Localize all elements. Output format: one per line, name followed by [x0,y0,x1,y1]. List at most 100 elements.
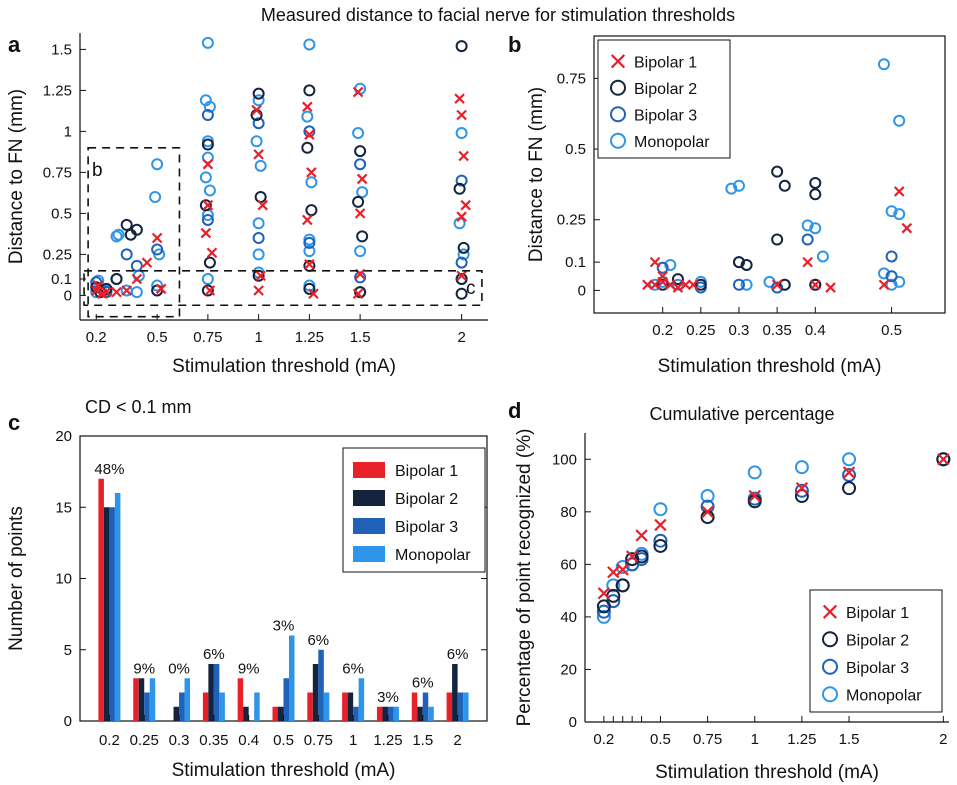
point-bipolar-1 [206,247,218,259]
point-bipolar-1 [687,279,699,291]
bar-bipolar-2 [452,664,458,721]
bar-monopolar [219,692,225,721]
inset-c-label: c [466,278,476,299]
point-bipolar-2 [936,452,951,467]
point-bipolar-3 [201,109,214,121]
point-bipolar-2 [130,223,143,236]
point-monopolar [352,127,365,140]
x-tick-label: 0.35 [199,732,228,749]
bar-bipolar-3 [109,507,115,721]
point-bipolar-1 [701,505,714,518]
point-monopolar [606,578,621,593]
bar-annotation: 3% [273,618,295,635]
point-bipolar-3 [885,270,898,283]
point-bipolar-2 [732,256,745,269]
point-bipolar-2 [778,278,791,291]
point-bipolar-2 [625,552,640,567]
panel-c-bar-chart: 0 5 10 15 20 48% 0.2 9% 0.25 0% 0.3 6% 0.35 9% 0.4 3% 0.… [6,428,488,781]
x-tick-label: 0.2 [652,322,673,339]
point-monopolar [252,248,265,261]
bar-monopolar [114,493,121,721]
legend-label-bipolar-3: Bipolar 3 [846,660,909,677]
point-bipolar-1 [200,227,212,239]
bar-monopolar [149,678,156,721]
point-bipolar-3 [354,158,367,171]
point-monopolar [201,36,214,49]
point-bipolar-2 [455,273,468,285]
bar-monopolar [323,692,330,721]
point-bipolar-1 [202,158,214,170]
point-bipolar-1 [251,104,262,116]
point-bipolar-1 [649,279,661,291]
figure-title: Measured distance to facial nerve for st… [261,5,735,25]
y-axis-label: Distance to FN (mm) [6,89,27,264]
legend-marker-bipolar-3 [610,106,626,123]
point-monopolar [250,135,263,148]
bar-bipolar-1 [376,706,383,721]
bar-bipolar-3 [353,706,359,721]
x-tick-label: 2 [457,329,465,346]
point-monopolar [203,184,216,197]
bar-annotation: 9% [238,660,260,677]
point-bipolar-2 [842,481,857,496]
point-bipolar-1 [456,109,467,121]
point-bipolar-1 [657,270,668,282]
bar-annotation: 9% [133,660,155,677]
point-monopolar [151,158,164,171]
point-bipolar-1 [131,273,143,285]
point-monopolar [596,609,611,624]
bar-bipolar-1 [98,478,104,721]
point-bipolar-2 [615,578,630,593]
legend-label-bipolar-2: Bipolar 2 [634,81,697,98]
y-tick-label: 1.25 [43,82,72,99]
panel-a-scatter: 0.2 0.5 0.75 1 1.25 1.5 2 00.1 0.25 0.5 0.75 1 1.25 1… [6,33,488,377]
x-tick-label: 0.35 [763,322,792,339]
point-bipolar-1 [642,279,653,291]
bar-annotation: 0% [168,660,190,677]
bar-bipolar-2 [278,706,284,721]
point-bipolar-2 [352,195,365,208]
x-tick-label: 0.75 [693,731,722,748]
y-tick-label: 0.1 [51,271,72,288]
y-tick-label: 0 [578,282,586,299]
point-bipolar-1 [302,101,313,113]
y-tick-label: 60 [560,556,577,573]
bar-monopolar [428,706,434,721]
panel-d-title: Cumulative percentage [649,404,834,424]
bar-bipolar-2 [347,692,354,721]
point-bipolar-2 [634,549,649,564]
point-bipolar-3 [596,604,611,619]
legend-label-bipolar-2: Bipolar 2 [395,491,458,508]
point-bipolar-1 [253,285,264,296]
panel-label-c: c [8,410,20,435]
point-bipolar-1 [748,489,761,503]
point-bipolar-1 [607,566,620,579]
legend-marker-monopolar [822,686,838,703]
point-monopolar [457,248,470,261]
y-tick-label: 0.25 [557,212,586,229]
bar-monopolar [254,692,260,721]
y-tick-label: 80 [560,504,577,521]
point-bipolar-2 [453,182,466,195]
point-bipolar-3 [656,261,669,274]
bar-bipolar-2 [243,706,249,721]
x-tick-label: 1 [349,732,357,749]
point-bipolar-3 [794,483,809,498]
point-monopolar [700,489,715,504]
y-tick-label: 0.5 [565,141,586,158]
point-bipolar-1 [304,129,315,140]
point-bipolar-2 [457,241,470,254]
legend: Bipolar 1 Bipolar 2 Bipolar 3 Monopolar [342,447,486,573]
bar-bipolar-1 [237,678,244,721]
y-tick-label: 0 [569,714,577,731]
bar-bipolar-1 [272,706,278,721]
y-tick-label: 10 [55,571,72,588]
bar-annotation: 6% [342,660,364,677]
point-bipolar-2 [303,282,316,295]
bar-annotation: 3% [377,689,399,706]
plot-frame [593,35,946,314]
point-monopolar [801,219,814,232]
point-monopolar [671,278,684,291]
point-bipolar-2 [203,256,216,269]
